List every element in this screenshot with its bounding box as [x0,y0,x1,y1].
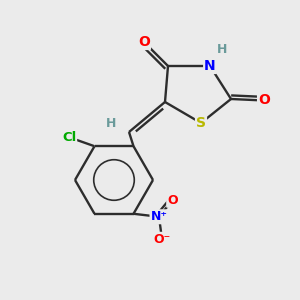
Text: S: S [196,116,206,130]
Text: Cl: Cl [62,131,76,144]
Text: N⁺: N⁺ [151,210,167,223]
Text: O: O [258,94,270,107]
Text: N: N [204,59,216,73]
Text: O: O [138,35,150,49]
Text: H: H [106,116,116,130]
Text: O⁻: O⁻ [153,233,171,246]
Text: H: H [217,43,227,56]
Text: O: O [167,194,178,207]
